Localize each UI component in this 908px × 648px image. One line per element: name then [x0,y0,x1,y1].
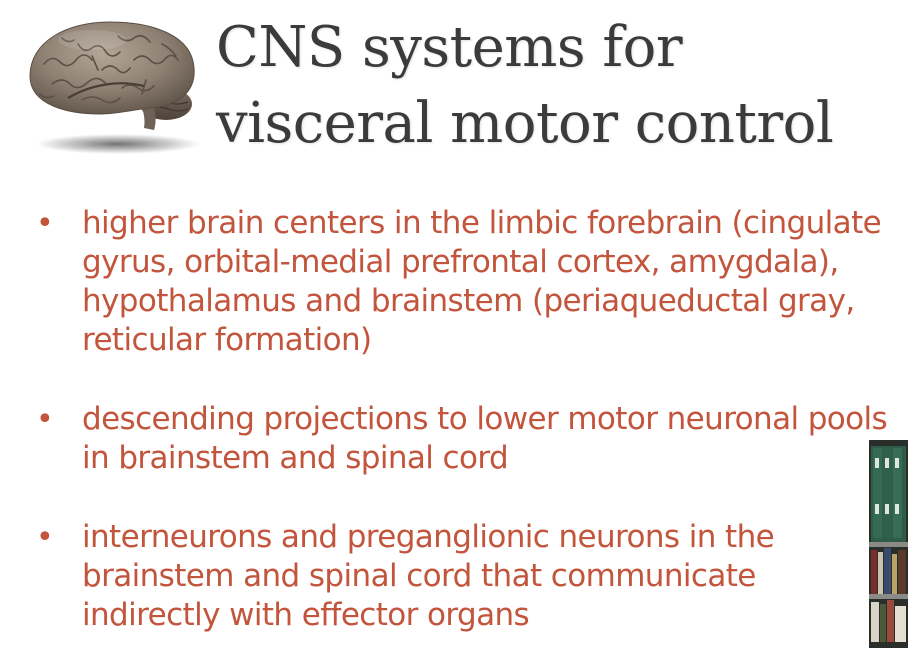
bullet-list: • higher brain centers in the limbic for… [30,204,890,648]
bookshelf-image [869,440,908,648]
bullet-dot-icon: • [36,206,54,241]
brain-icon [22,14,212,162]
brain-illustration [29,21,200,154]
bullet-item: • interneurons and preganglionic neurons… [30,518,890,635]
bullet-dot-icon: • [36,520,54,555]
bullet-dot-icon: • [36,402,54,437]
slide-title: CNS systems for visceral motor control [216,15,834,156]
presenter-video-thumbnail[interactable] [869,440,908,648]
bullet-item: • higher brain centers in the limbic for… [30,204,890,360]
bullet-text: higher brain centers in the limbic foreb… [82,205,882,358]
bullet-text: interneurons and preganglionic neurons i… [82,519,775,633]
bullet-item: • descending projections to lower motor … [30,400,890,478]
bullet-text: descending projections to lower motor ne… [82,401,888,476]
